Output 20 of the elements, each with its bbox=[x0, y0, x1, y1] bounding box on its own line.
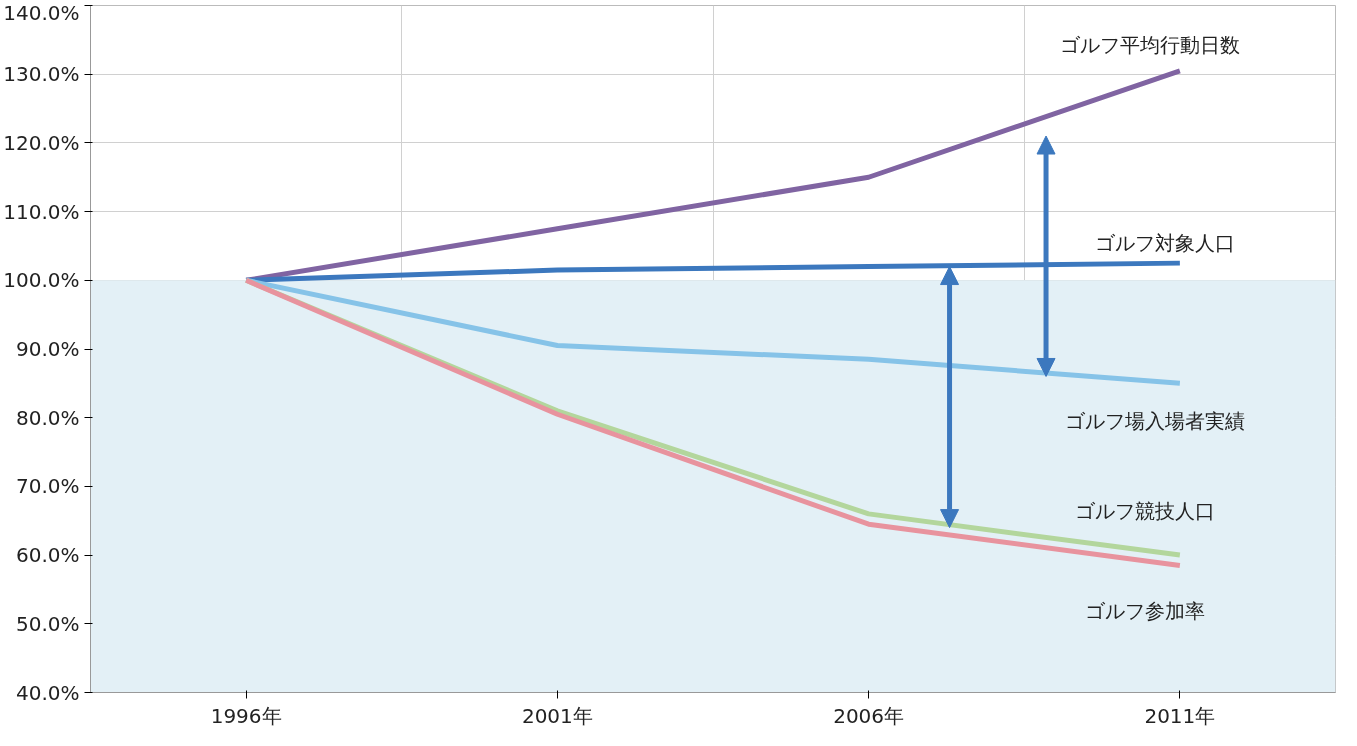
y-tick-label: 40.0% bbox=[15, 680, 80, 705]
y-tick-label: 90.0% bbox=[15, 337, 80, 361]
y-tick-label: 100.0% bbox=[3, 268, 80, 293]
y-tick-label: 110.0% bbox=[3, 199, 80, 224]
x-tick-label: 2001年 bbox=[521, 703, 593, 728]
series-label: ゴルフ平均行動日数 bbox=[1059, 32, 1240, 57]
x-tick-label: 2011年 bbox=[1144, 703, 1216, 728]
x-tick-label: 2006年 bbox=[833, 703, 905, 728]
y-tick-label: 80.0% bbox=[15, 405, 80, 430]
series-label: ゴルフ競技人口 bbox=[1074, 499, 1215, 524]
series-label: ゴルフ対象人口 bbox=[1094, 231, 1235, 256]
series-label: ゴルフ場入場者実績 bbox=[1064, 409, 1245, 434]
y-tick-label: 60.0% bbox=[15, 543, 80, 568]
y-tick-label: 130.0% bbox=[3, 62, 80, 87]
y-tick-label: 70.0% bbox=[15, 474, 80, 499]
y-tick-label: 50.0% bbox=[15, 611, 80, 636]
text: ゴルフ参加率 bbox=[1084, 599, 1205, 624]
y-tick-label: 140.0% bbox=[3, 0, 80, 25]
x-tick-label: 1996年 bbox=[210, 703, 282, 728]
y-tick-label: 120.0% bbox=[3, 130, 80, 155]
